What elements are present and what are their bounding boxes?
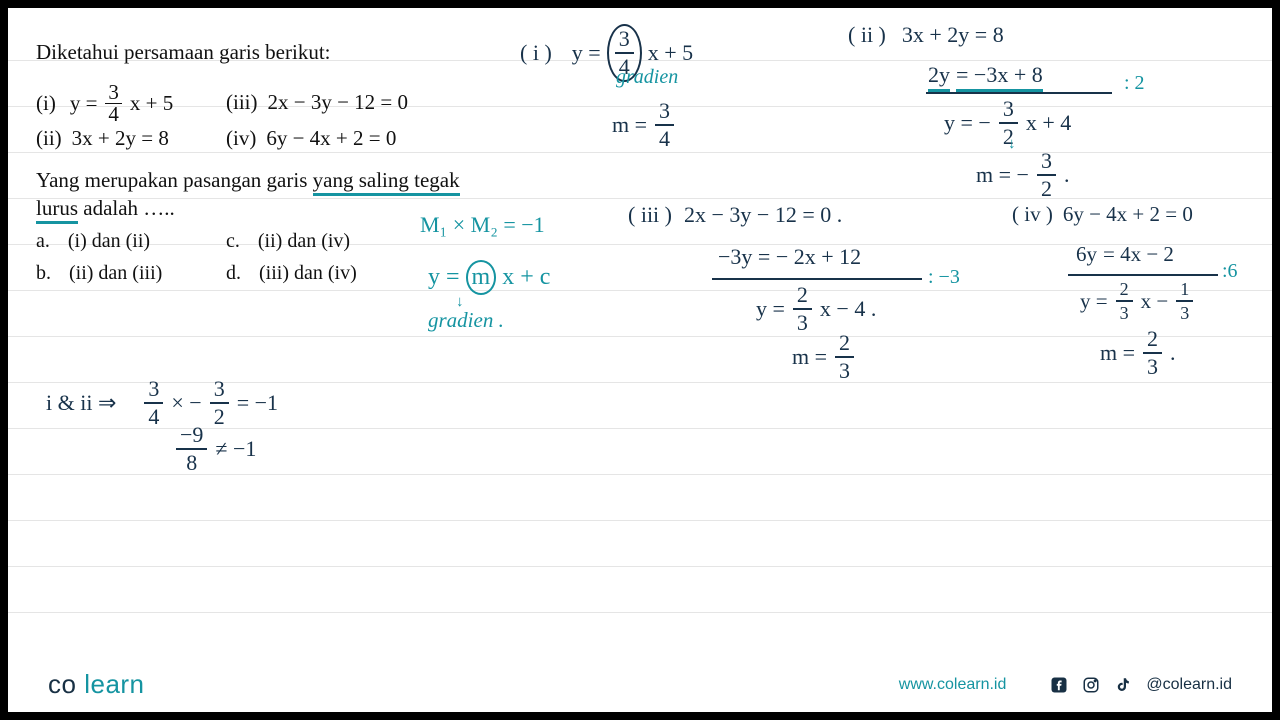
footer: co learn www.colearn.id @colearn.id [8,669,1272,700]
division-line-icon [926,92,1112,94]
sol-ii-div: : 2 [1124,72,1145,95]
item-iv: (iv) 6y − 4x + 2 = 0 [226,126,396,151]
question-line: Yang merupakan pasangan garis yang salin… [36,168,460,193]
social-links: www.colearn.id @colearn.id [899,676,1232,694]
sol-iii-step2: y = 23 x − 4 . [756,284,876,334]
frac-d: 4 [105,104,122,125]
sol-ii-m: m = − 32 . [976,150,1069,200]
sol-iii-step1: −3y = − 2x + 12 [718,244,861,270]
sol-iv-m: m = 23 . [1100,328,1176,378]
division-line-icon [1068,274,1218,276]
brand-logo: co learn [48,669,145,700]
sol-iv-div: :6 [1222,260,1238,283]
item-ii: (ii) 3x + 2y = 8 [36,126,169,151]
whiteboard-frame: Diketahui persamaan garis berikut: (i) y… [0,0,1280,720]
facebook-icon[interactable] [1050,676,1068,694]
option-c: c. (ii) dan (iv) [226,230,350,253]
item-i-label: (i) [36,91,56,116]
option-b: b. (ii) dan (iii) [36,262,162,285]
item-i: (i) y = 34 x + 5 [36,82,173,125]
check-row1: i & ii ⇒ 34 × − 32 = −1 [46,378,278,428]
circled-m-icon: m [466,260,497,295]
sol-iv-head: ( iv ) 6y − 4x + 2 = 0 [1012,202,1193,227]
sol-ii-head: ( ii ) 3x + 2y = 8 [848,22,1004,48]
option-d: d. (iii) dan (iv) [226,262,357,285]
formula-perpendicular: M₁ × M₂ = −1 [420,212,545,238]
sol-iv-step2: y = 23 x − 13 [1080,280,1195,322]
question-line-2: lurus adalah ….. [36,196,175,221]
social-handle[interactable]: @colearn.id [1146,676,1232,694]
item-iii: (iii) 2x − 3y − 12 = 0 [226,90,408,115]
slope-intercept-form: y = m x + c [428,260,550,295]
sol-iv-step1: 6y = 4x − 2 [1076,242,1174,267]
problem-title: Diketahui persamaan garis berikut: [36,40,330,65]
website-url[interactable]: www.colearn.id [899,676,1007,694]
sol-i-gradien: gradien [616,66,678,89]
sol-iii-head: ( iii ) 2x − 3y − 12 = 0 . [628,202,842,228]
sol-iii-div: : −3 [928,266,960,289]
check-row2: −98 ≠ −1 [174,424,256,474]
sol-ii-step1: 2y = −3x + 8 [928,62,1043,92]
division-line-icon [712,278,922,280]
sol-iii-m: m = 23 [792,332,856,382]
option-a: a. (i) dan (ii) [36,230,150,253]
frac-n: 3 [105,82,122,104]
tiktok-icon[interactable] [1114,676,1132,694]
gradien-label: gradien . [428,308,504,333]
sol-i-m: m = 34 [612,100,676,150]
instagram-icon[interactable] [1082,676,1100,694]
